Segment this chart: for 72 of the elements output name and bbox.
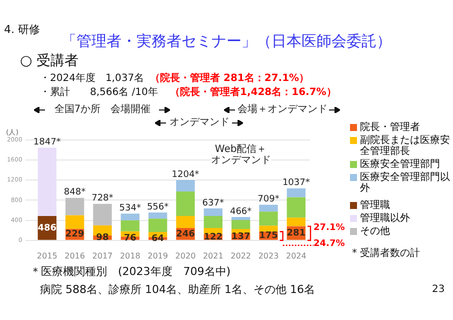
bar bbox=[176, 192, 195, 216]
legend-label: 管理職以外 bbox=[360, 213, 410, 224]
x-tick-label: 2017 bbox=[92, 251, 113, 260]
bar bbox=[38, 148, 56, 216]
data-label: 281 bbox=[286, 228, 306, 238]
bar bbox=[259, 204, 278, 212]
legend-label: 副院長または医療安全管理部長 bbox=[360, 135, 451, 157]
bar bbox=[148, 212, 168, 219]
data-label: 122 bbox=[204, 232, 223, 242]
data-label: 229 bbox=[65, 230, 84, 240]
x-tick-label: 2022 bbox=[230, 251, 251, 260]
total-label: 637* bbox=[202, 198, 224, 208]
text: （院長・管理者 281名：27.1%） bbox=[150, 72, 310, 85]
text: 会場＋オンデマンド bbox=[236, 104, 328, 115]
total-label: 1204* bbox=[172, 170, 200, 180]
text: 全国7か所 会場開催 bbox=[53, 104, 152, 115]
x-tick-label: 2016 bbox=[64, 251, 85, 260]
bar bbox=[93, 204, 112, 226]
text: ・2024年度 1,037名 bbox=[40, 72, 144, 85]
bar bbox=[176, 180, 195, 192]
total-label: 534* bbox=[119, 203, 142, 214]
legend-label: その他 bbox=[360, 226, 390, 237]
x-tick-label: 2018 bbox=[120, 251, 140, 260]
legend-label: 医療安全管理部門以外 bbox=[360, 172, 451, 194]
bar bbox=[259, 226, 278, 232]
chart-title: 「管理者・実務者セミナー」（日本医師会委託） bbox=[62, 32, 392, 50]
x-tick-label: 2019 bbox=[148, 251, 168, 260]
data-label: 137 bbox=[231, 232, 250, 242]
total-label: 709* bbox=[258, 194, 280, 205]
text: （院長・管理者1,428名：16.7%） bbox=[170, 86, 336, 99]
bar bbox=[231, 217, 250, 220]
text: 4. 研修 bbox=[4, 22, 40, 37]
data-label: 486 bbox=[38, 223, 57, 234]
text: オンデマンド bbox=[168, 117, 230, 128]
bar bbox=[204, 216, 222, 228]
legend-label: 管理職 bbox=[360, 200, 390, 211]
total-label: 466* bbox=[230, 206, 252, 217]
total-label: 1037* bbox=[282, 178, 310, 188]
x-tick-label: 2023 bbox=[258, 251, 279, 260]
legend-label: 医療安全管理部門 bbox=[360, 159, 440, 170]
bar bbox=[120, 214, 140, 220]
text: ＊医療機関種別 (2023年度 709名中) bbox=[30, 264, 231, 279]
text: * 受講者数の計 bbox=[352, 246, 420, 260]
bar bbox=[286, 197, 306, 218]
total-label: 1847* bbox=[33, 138, 62, 148]
text: ・累計 8,566名 /10年 bbox=[40, 86, 158, 99]
x-tick-label: 2015 bbox=[36, 251, 58, 260]
x-tick-label: 2024 bbox=[286, 251, 306, 260]
text: 23 bbox=[432, 284, 445, 295]
total-label: 728* bbox=[92, 194, 114, 204]
total-label: 848* bbox=[64, 188, 86, 198]
data-label: 175 bbox=[259, 231, 278, 242]
text: ○ 受講者 bbox=[20, 52, 79, 70]
legend-label: 院長・管理者 bbox=[360, 122, 420, 133]
annotation: Web配信＋オンデマンド bbox=[210, 144, 271, 166]
annotation: 27.1% bbox=[314, 223, 345, 234]
bar bbox=[286, 218, 306, 226]
text: 24.7% bbox=[314, 239, 345, 250]
bar bbox=[120, 220, 140, 232]
x-tick-label: 2020 bbox=[175, 251, 196, 260]
data-label: 246 bbox=[176, 229, 195, 240]
total-label: 556* bbox=[146, 202, 170, 212]
bar bbox=[65, 198, 84, 216]
x-tick-label: 2021 bbox=[202, 251, 224, 260]
bar bbox=[176, 216, 195, 228]
bar bbox=[259, 212, 278, 226]
bar bbox=[65, 215, 84, 229]
bar bbox=[148, 218, 168, 232]
bar bbox=[286, 188, 306, 198]
bar bbox=[231, 220, 250, 230]
bar bbox=[204, 208, 222, 216]
text: 病院 588名、診療所 104名、助産所 1名、その他 16名 bbox=[40, 282, 315, 297]
